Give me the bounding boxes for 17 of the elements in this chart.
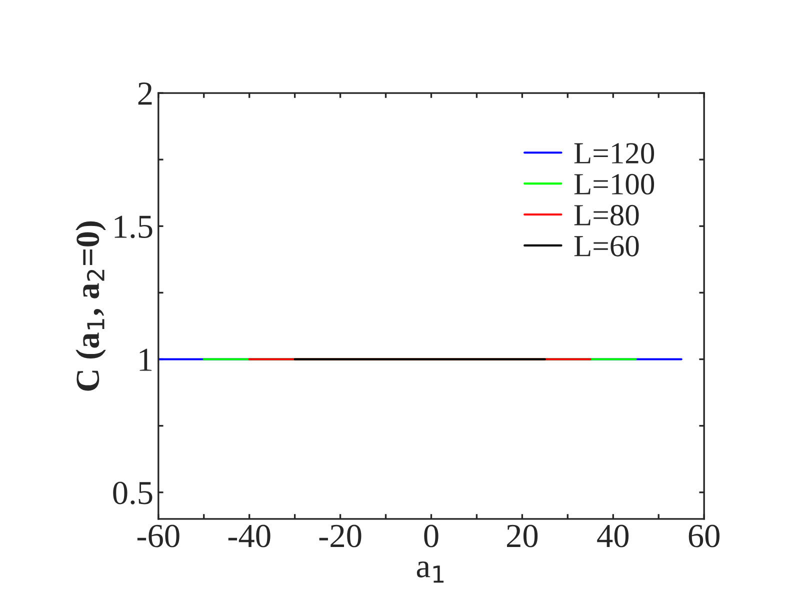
x-tick-label: -60 — [137, 524, 180, 548]
x-tick-label: -20 — [319, 524, 362, 548]
x-tick-label: 60 — [688, 524, 720, 548]
legend-label: L=120 — [574, 142, 654, 164]
legend-label: L=60 — [574, 236, 639, 256]
x-axis-title: a$_{1}$ — [416, 562, 444, 583]
y-tick-label: 0.5 — [113, 482, 152, 504]
legend-label: L=100 — [574, 174, 654, 195]
x-tick-label: 40 — [597, 524, 629, 548]
y-tick-label: 1.5 — [114, 216, 152, 238]
y-tick-label: 2 — [138, 82, 152, 105]
y-tick-label: 1 — [140, 348, 152, 371]
legend-label: L=80 — [574, 204, 639, 226]
x-tick-label: -40 — [228, 524, 270, 548]
x-tick-label: 0 — [424, 524, 438, 548]
y-axis-title: C (a$_{1}$, a$_{2}$=0) — [76, 221, 106, 391]
x-tick-label: 20 — [506, 524, 538, 548]
